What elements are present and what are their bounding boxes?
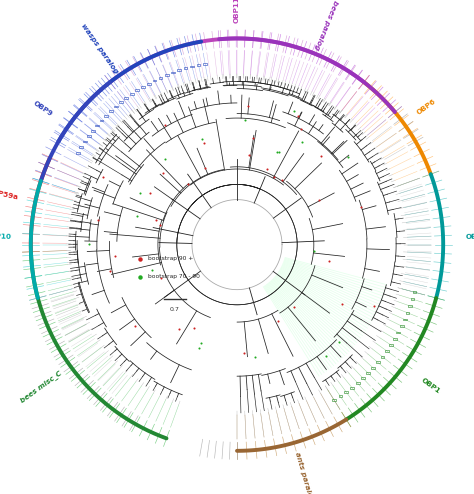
Bar	[406, 312, 410, 314]
Text: OBP59a: OBP59a	[0, 189, 19, 201]
Text: bootstrap 70 - 90: bootstrap 70 - 90	[148, 274, 200, 280]
Text: wasps paralog: wasps paralog	[80, 22, 119, 75]
Bar	[350, 387, 354, 389]
Bar	[389, 344, 393, 346]
Text: bootstrap 90 +: bootstrap 90 +	[148, 256, 194, 261]
Bar	[87, 135, 91, 137]
Bar	[83, 140, 87, 142]
Text: OBP5: OBP5	[465, 233, 474, 240]
Bar	[356, 382, 359, 384]
Text: bees misc_C: bees misc_C	[19, 370, 64, 404]
Bar	[184, 67, 188, 69]
Text: OBP1: OBP1	[420, 376, 441, 394]
Bar	[100, 120, 103, 122]
Bar	[130, 93, 134, 95]
Bar	[80, 146, 83, 148]
Bar	[393, 338, 397, 340]
Bar	[104, 115, 108, 117]
Bar	[197, 64, 201, 66]
Bar	[177, 69, 181, 71]
Text: OBP11: OBP11	[234, 0, 240, 23]
Bar	[159, 77, 163, 79]
Bar	[396, 331, 400, 333]
Bar	[400, 325, 403, 327]
Text: OBP9: OBP9	[32, 100, 54, 118]
Bar	[381, 356, 384, 358]
Bar	[171, 72, 175, 74]
Bar	[95, 124, 99, 126]
Bar	[410, 298, 414, 300]
Bar	[109, 110, 113, 112]
Bar	[153, 80, 156, 82]
Bar	[345, 391, 348, 393]
Bar	[332, 400, 336, 401]
Text: bees paralog: bees paralog	[313, 0, 338, 51]
Bar	[403, 319, 407, 321]
Text: 0.7: 0.7	[170, 307, 180, 312]
Text: ants paralog: ants paralog	[293, 452, 314, 494]
Bar	[412, 291, 416, 293]
Bar	[361, 377, 365, 379]
Bar	[385, 350, 389, 352]
Bar	[147, 82, 151, 84]
Bar	[165, 74, 169, 76]
Bar	[91, 130, 95, 132]
Text: OBP10: OBP10	[0, 233, 11, 240]
Bar	[203, 63, 207, 65]
Bar	[141, 86, 145, 88]
Bar	[338, 396, 342, 397]
Bar	[119, 101, 123, 103]
Bar	[371, 367, 375, 369]
Bar	[408, 305, 412, 307]
Bar	[135, 89, 139, 91]
Bar	[190, 66, 194, 68]
Bar	[114, 106, 118, 108]
Bar	[124, 97, 128, 99]
Text: OBP6: OBP6	[416, 98, 438, 116]
Bar	[376, 362, 380, 364]
Bar	[76, 152, 80, 154]
Bar	[366, 372, 370, 374]
